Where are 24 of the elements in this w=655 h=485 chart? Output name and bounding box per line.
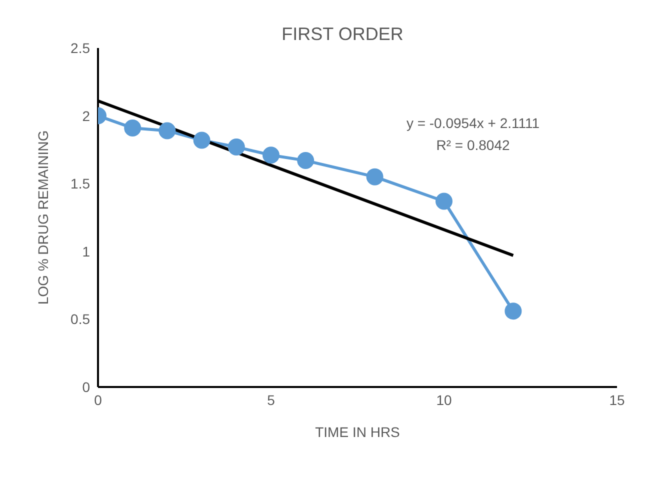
y-tick-label: 0 [82,378,90,395]
point [436,192,452,210]
annotation: y = -0.0954x + 2.1111 [406,115,540,131]
point [297,152,314,170]
x-axis-title: TIME IN HRS [315,424,400,440]
x-tick-label: 10 [436,392,452,408]
point [193,132,210,149]
x-tick-label: 15 [609,392,625,408]
y-tick-label: 0.5 [70,311,90,328]
y-axis-title: LOG % DRUG REMAINING [34,130,51,305]
point [158,122,176,140]
annotation: R² = 0.8042 [436,137,510,153]
point [228,138,245,156]
point [366,168,384,186]
x-tick-label: 0 [94,392,102,408]
y-tick-label: 2 [82,108,90,124]
y-tick-label: 1.5 [70,176,90,192]
chart-title: FIRST ORDER [282,24,404,44]
point [124,120,142,137]
y-tick-label: 2.5 [70,40,90,56]
x-tick-label: 5 [267,392,276,408]
y-tick-label: 1 [82,243,90,260]
point [262,146,280,164]
point [504,302,522,320]
